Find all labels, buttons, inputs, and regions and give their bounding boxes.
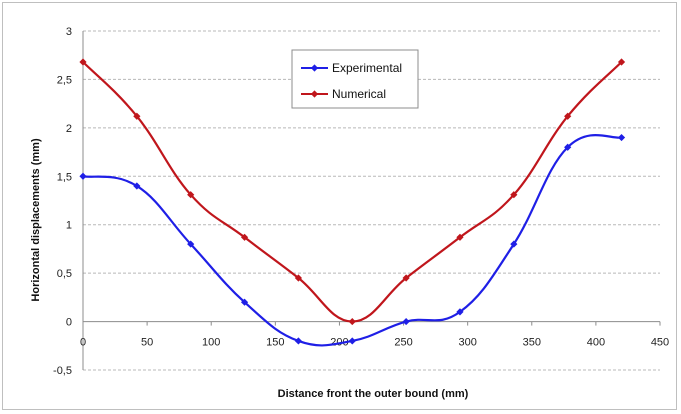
x-tick-label: 250 — [394, 337, 412, 349]
y-tick-label: 3 — [66, 26, 72, 38]
legend-marker-experimental — [310, 64, 319, 72]
data-point-numerical — [510, 191, 518, 199]
data-point-experimental — [564, 143, 572, 151]
y-tick-label: 1,5 — [57, 171, 72, 183]
series-line-experimental — [82, 133, 622, 347]
x-tick-label: 350 — [523, 337, 541, 349]
y-tick-label: 0,5 — [57, 268, 72, 280]
data-point-experimental — [510, 240, 518, 248]
x-tick-label: 50 — [141, 337, 153, 349]
y-axis-title: Horizontal displacements (mm) — [30, 138, 42, 302]
x-tick-label: 150 — [266, 337, 284, 349]
data-point-experimental — [617, 133, 626, 142]
data-point-numerical — [187, 191, 195, 199]
grid-lines — [83, 30, 660, 371]
data-point-experimental — [294, 337, 303, 345]
data-point-experimental — [79, 172, 87, 180]
y-tick-label: 2 — [66, 123, 72, 135]
data-point-experimental — [402, 317, 410, 326]
data-point-numerical — [348, 317, 356, 326]
data-point-experimental — [133, 182, 141, 190]
y-tick-label: -0,5 — [53, 365, 72, 377]
x-tick-label: 450 — [651, 337, 669, 349]
y-axis-ticks: -0,5 0 0,5 1 1,5 2 2,5 3 — [53, 26, 84, 377]
series-layer — [79, 58, 626, 347]
x-axis: 0 50 100 150 200 250 300 350 400 450 — [80, 321, 669, 349]
legend-box — [291, 49, 419, 109]
data-point-numerical — [240, 233, 249, 241]
data-point-experimental — [348, 337, 356, 345]
data-point-experimental — [240, 298, 249, 306]
data-point-experimental — [456, 308, 464, 316]
x-tick-label: 400 — [587, 337, 605, 349]
y-tick-label: 2,5 — [57, 74, 72, 86]
data-point-numerical — [564, 112, 572, 120]
data-point-numerical — [617, 58, 626, 66]
legend: Experimental Numerical — [291, 49, 419, 109]
x-tick-label: 100 — [202, 337, 220, 349]
data-point-numerical — [79, 58, 87, 66]
data-point-numerical — [294, 274, 303, 282]
y-tick-label: 0 — [66, 317, 72, 329]
data-point-numerical — [133, 112, 141, 120]
legend-label-experimental: Experimental — [332, 61, 402, 75]
legend-marker-numerical — [310, 90, 319, 98]
x-tick-label: 0 — [80, 337, 86, 349]
data-point-numerical — [402, 274, 410, 282]
data-point-numerical — [456, 233, 464, 241]
data-point-experimental — [187, 240, 195, 248]
legend-label-numerical: Numerical — [332, 87, 386, 101]
x-axis-title: Distance front the outer bound (mm) — [278, 388, 469, 400]
x-tick-label: 300 — [458, 337, 476, 349]
y-tick-label: 1 — [66, 220, 72, 232]
